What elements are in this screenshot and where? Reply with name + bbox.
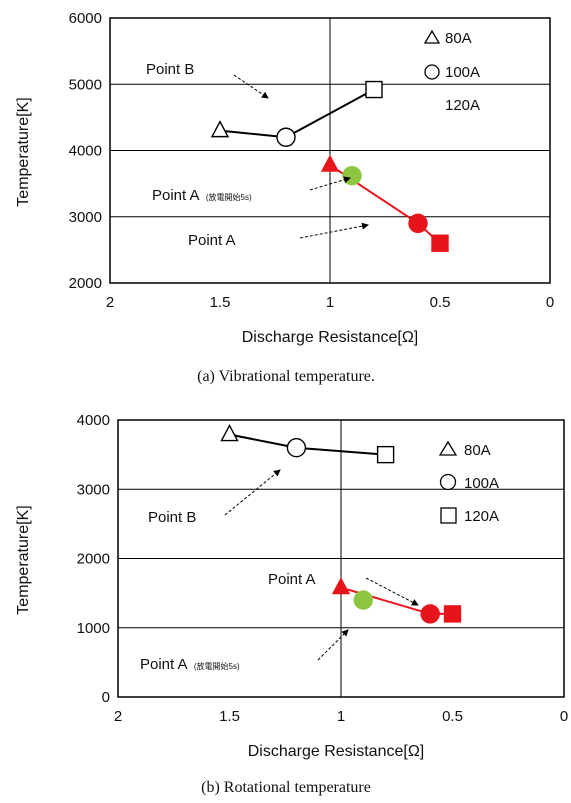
data-point-triangle <box>220 424 239 442</box>
x-tick-labels: 2 1.5 1 0.5 0 <box>106 294 554 311</box>
data-point-circle <box>276 127 296 147</box>
legend-label-120a: 120A <box>445 97 480 114</box>
data-points <box>220 424 462 624</box>
x-axis-label: Discharge Resistance[Ω] <box>248 743 424 760</box>
x-tick-label: 2 <box>106 294 114 311</box>
y-tick-label: 2000 <box>77 551 110 568</box>
legend-label-100a: 100A <box>464 475 499 492</box>
y-axis-label: Temperature[K] <box>15 505 32 614</box>
caption-a: (a) Vibrational temperature. <box>197 368 375 385</box>
x-tick-label: 1 <box>326 294 334 311</box>
legend-label-120a: 120A <box>464 508 499 525</box>
x-tick-label: 0 <box>560 708 568 725</box>
y-tick-label: 1000 <box>77 620 110 637</box>
arrow-point-b <box>224 469 281 516</box>
legend-triangle-marker <box>423 29 441 44</box>
data-point-triangle <box>210 120 230 138</box>
annotation-point-a-extra-text: Point A <box>140 656 188 673</box>
x-tick-labels: 2 1.5 1 0.5 0 <box>114 708 568 725</box>
data-point-triangle <box>331 577 351 595</box>
data-point-circle <box>286 438 307 458</box>
y-axis-label: Temperature[K] <box>15 97 32 206</box>
chart-panel-vibrational: 2000 3000 4000 5000 6000 2 1.5 1 0.5 0 80A 100A … <box>15 10 554 385</box>
y-tick-label: 0 <box>102 689 110 706</box>
legend: 80A 100A 120A <box>438 440 499 525</box>
annotation-point-b: Point B <box>146 61 194 78</box>
y-tick-labels: 2000 3000 4000 5000 6000 <box>69 10 102 292</box>
annotation-point-a-extra-small: (放電開始5s) <box>206 192 252 202</box>
legend-label-100a: 100A <box>445 64 480 81</box>
annotation-point-a: Point A <box>188 232 236 249</box>
legend-label-80a: 80A <box>445 30 472 47</box>
y-tick-labels: 0 1000 2000 3000 4000 <box>77 412 110 706</box>
y-tick-label: 4000 <box>69 143 102 160</box>
arrow-point-a-extra <box>309 176 351 191</box>
grid-lines <box>110 18 550 283</box>
y-tick-label: 2000 <box>69 275 102 292</box>
grid-lines <box>118 420 564 697</box>
x-tick-label: 2 <box>114 708 122 725</box>
data-point-square <box>443 605 462 623</box>
annotation-point-a-extra: Point A (放電開始5s) <box>152 187 252 204</box>
series-line <box>229 433 386 456</box>
y-tick-label: 6000 <box>69 10 102 27</box>
y-tick-label: 5000 <box>69 76 102 93</box>
x-tick-label: 1.5 <box>219 708 240 725</box>
data-point-circle <box>353 590 373 610</box>
chart-panel-rotational: 0 1000 2000 3000 4000 2 1.5 1 0.5 0 80A 100A 120… <box>15 412 568 796</box>
x-tick-label: 0.5 <box>430 294 451 311</box>
y-tick-label: 3000 <box>69 209 102 226</box>
annotation-point-a-extra-text: Point A <box>152 187 200 204</box>
x-axis-label: Discharge Resistance[Ω] <box>242 329 418 346</box>
legend-square-marker <box>440 507 457 524</box>
plot-frame <box>117 419 565 698</box>
y-tick-label: 4000 <box>77 412 110 429</box>
x-tick-label: 1.5 <box>210 294 231 311</box>
data-point-square <box>365 80 383 99</box>
annotation-point-b: Point B <box>148 509 196 526</box>
legend-circle-marker <box>439 473 457 491</box>
legend-circle-marker <box>424 64 440 80</box>
arrow-point-a <box>299 222 369 239</box>
y-tick-label: 3000 <box>77 481 110 498</box>
legend-square-marker <box>425 98 439 111</box>
data-point-circle <box>408 213 428 234</box>
caption-b: (b) Rotational temperature <box>201 779 371 796</box>
x-tick-label: 0.5 <box>442 708 463 725</box>
plot-frame <box>109 17 551 284</box>
data-point-circle <box>342 165 362 186</box>
legend-triangle-marker <box>438 440 458 456</box>
data-point-square <box>376 445 395 464</box>
series-line <box>219 88 375 139</box>
annotation-point-a-extra: Point A (放電開始5s) <box>140 656 240 673</box>
legend-label-80a: 80A <box>464 442 491 459</box>
arrow-point-b <box>233 74 269 99</box>
arrow-point-a-extra <box>317 629 349 661</box>
data-point-triangle <box>320 154 340 172</box>
x-tick-label: 1 <box>337 708 345 725</box>
arrow-point-a <box>365 577 419 606</box>
x-tick-label: 0 <box>546 294 554 311</box>
data-point-circle <box>420 604 440 624</box>
annotation-point-a: Point A <box>268 571 316 588</box>
legend: 80A 100A 120A <box>423 29 480 114</box>
data-point-square <box>431 234 449 252</box>
annotation-point-a-extra-small: (放電開始5s) <box>194 661 240 671</box>
